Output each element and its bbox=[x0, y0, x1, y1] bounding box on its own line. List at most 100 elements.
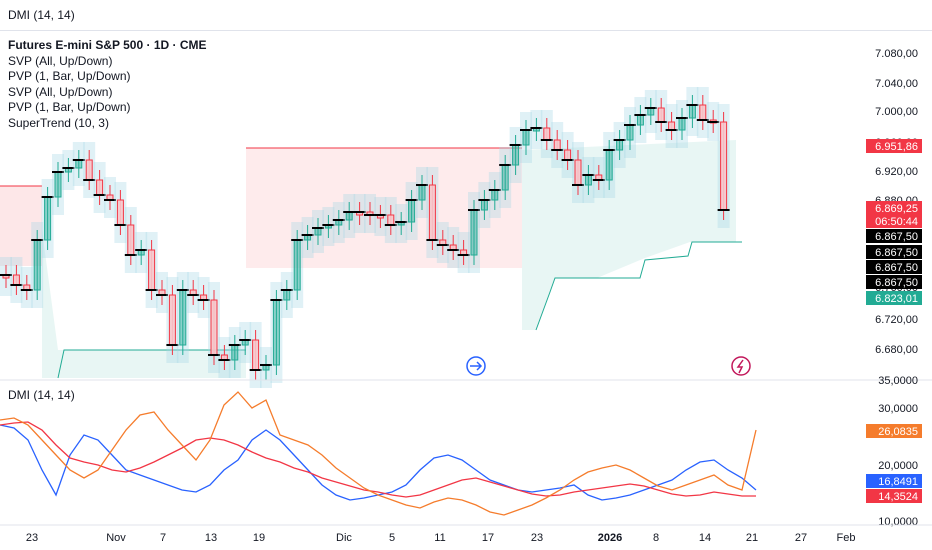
candle-body bbox=[148, 249, 156, 291]
support-fill-left bbox=[42, 230, 246, 378]
candle-body bbox=[75, 159, 83, 169]
candle-body bbox=[584, 174, 592, 186]
dmi-pane-label[interactable]: DMI (14, 14) bbox=[8, 388, 75, 402]
candle-body bbox=[678, 117, 686, 131]
candle-body bbox=[543, 127, 551, 141]
dmi-axis[interactable]: 35,0000 30,0000 20,0000 10,0000 bbox=[878, 375, 918, 528]
legend-item-svp-2: SVP (All, Up/Down) bbox=[8, 84, 113, 99]
price-badge-bg bbox=[866, 245, 922, 259]
dmi-axis-label: 30,0000 bbox=[878, 403, 918, 415]
time-axis-label: Dic bbox=[336, 532, 352, 544]
dmi-badge: 14,3524 bbox=[878, 491, 918, 503]
plus-di-line bbox=[0, 424, 757, 501]
price-badge: 6.867,50 bbox=[875, 247, 918, 259]
price-badge-bg bbox=[866, 291, 922, 305]
price-badge-bg bbox=[866, 214, 922, 228]
top-separator bbox=[0, 30, 932, 31]
candle-body bbox=[470, 209, 478, 256]
top-indicator-label[interactable]: DMI (14, 14) bbox=[8, 8, 75, 22]
time-axis-label: 8 bbox=[653, 532, 659, 544]
candle-body bbox=[522, 129, 530, 146]
time-axis-label: 13 bbox=[205, 532, 217, 544]
forward-icon[interactable] bbox=[466, 356, 486, 376]
candle-body bbox=[127, 224, 135, 256]
time-axis-label: 27 bbox=[795, 532, 807, 544]
candle-body bbox=[54, 171, 62, 198]
candle-body bbox=[44, 196, 52, 241]
time-axis-label: 19 bbox=[253, 532, 265, 544]
candle-body bbox=[387, 214, 395, 226]
time-axis-label: Feb bbox=[837, 532, 856, 544]
price-badge: 6.951,86 bbox=[875, 141, 918, 153]
time-axis[interactable]: 23 Nov 7 13 19 Dic 5 11 17 23 2026 8 14 21 27 Feb bbox=[26, 532, 856, 544]
price-badge: 06:50:44 bbox=[875, 216, 918, 228]
flash-icon[interactable] bbox=[731, 356, 751, 376]
time-axis-label: 14 bbox=[699, 532, 711, 544]
candle-body bbox=[564, 149, 572, 161]
candle-body bbox=[553, 139, 561, 151]
candle-body bbox=[179, 289, 187, 346]
time-axis-label: 23 bbox=[26, 532, 38, 544]
price-axis-label: 7.040,00 bbox=[875, 78, 918, 90]
legend-item-svp-1: SVP (All, Up/Down) bbox=[8, 53, 113, 68]
candles-layer bbox=[0, 87, 730, 388]
candle-body bbox=[272, 299, 280, 366]
price-axis-label: 6.920,00 bbox=[875, 166, 918, 178]
candle-body bbox=[428, 184, 436, 241]
chart-legend[interactable]: Futures E-mini S&P 500 · 1D · CME SVP (A… bbox=[8, 38, 207, 131]
price-badge-bg bbox=[866, 201, 922, 215]
candle-body bbox=[616, 139, 624, 151]
dmi-axis-label: 20,0000 bbox=[878, 460, 918, 472]
candle-body bbox=[231, 344, 239, 361]
price-badge-bg bbox=[866, 229, 922, 243]
time-axis-label: 23 bbox=[531, 532, 543, 544]
price-badge-bg bbox=[866, 139, 922, 153]
price-axis-label: 7.000,00 bbox=[875, 106, 918, 118]
legend-item-pvp-1: PVP (1, Bar, Up/Down) bbox=[8, 69, 131, 83]
candle-body bbox=[512, 144, 520, 166]
time-axis-label: 21 bbox=[746, 532, 758, 544]
candle-body bbox=[688, 104, 696, 119]
time-axis-label: 5 bbox=[389, 532, 395, 544]
candle-body bbox=[626, 124, 634, 141]
candle-body bbox=[480, 199, 488, 211]
candle-body bbox=[96, 179, 104, 196]
candle-body bbox=[85, 159, 93, 181]
supertrend-line-left bbox=[57, 349, 246, 379]
legend-item-pvp-2: PVP (1, Bar, Up/Down) bbox=[8, 100, 131, 114]
dmi-badge-bg bbox=[866, 489, 922, 503]
candle-body bbox=[12, 274, 20, 286]
candle-body bbox=[647, 107, 655, 116]
time-axis-label: Nov bbox=[106, 532, 126, 544]
candle-body bbox=[657, 107, 665, 123]
candle-body bbox=[252, 339, 260, 371]
price-badge: 6.867,50 bbox=[875, 231, 918, 243]
candle-body bbox=[345, 211, 353, 221]
supertrend-line-right bbox=[535, 241, 742, 331]
candle-body bbox=[116, 199, 124, 226]
candle-body bbox=[668, 121, 676, 131]
minus-di-line bbox=[0, 421, 756, 498]
candle-body bbox=[293, 239, 301, 291]
candle-body bbox=[605, 149, 613, 181]
resistance-zone-left bbox=[0, 186, 42, 266]
candle-body bbox=[210, 299, 218, 356]
resistance-zone-mid bbox=[246, 148, 522, 268]
candle-body bbox=[314, 227, 322, 236]
dmi-badge: 16,8491 bbox=[878, 476, 918, 488]
price-badge: 6.823,01 bbox=[875, 293, 918, 305]
candle-body bbox=[418, 184, 426, 201]
support-fill-right bbox=[522, 140, 736, 330]
price-axis-label: 6.720,00 bbox=[875, 314, 918, 326]
price-badge: 6.867,50 bbox=[875, 262, 918, 274]
price-badge: 6.869,25 bbox=[875, 203, 918, 215]
time-axis-label: 11 bbox=[434, 532, 445, 544]
dmi-badge: 26,0835 bbox=[878, 426, 918, 438]
adx-line bbox=[0, 391, 757, 516]
dmi-axis-label: 35,0000 bbox=[878, 375, 918, 387]
price-axis-label: 6.680,00 bbox=[875, 344, 918, 356]
time-axis-label: 2026 bbox=[598, 532, 622, 544]
candle-body bbox=[283, 289, 291, 301]
candle-body bbox=[408, 199, 416, 223]
